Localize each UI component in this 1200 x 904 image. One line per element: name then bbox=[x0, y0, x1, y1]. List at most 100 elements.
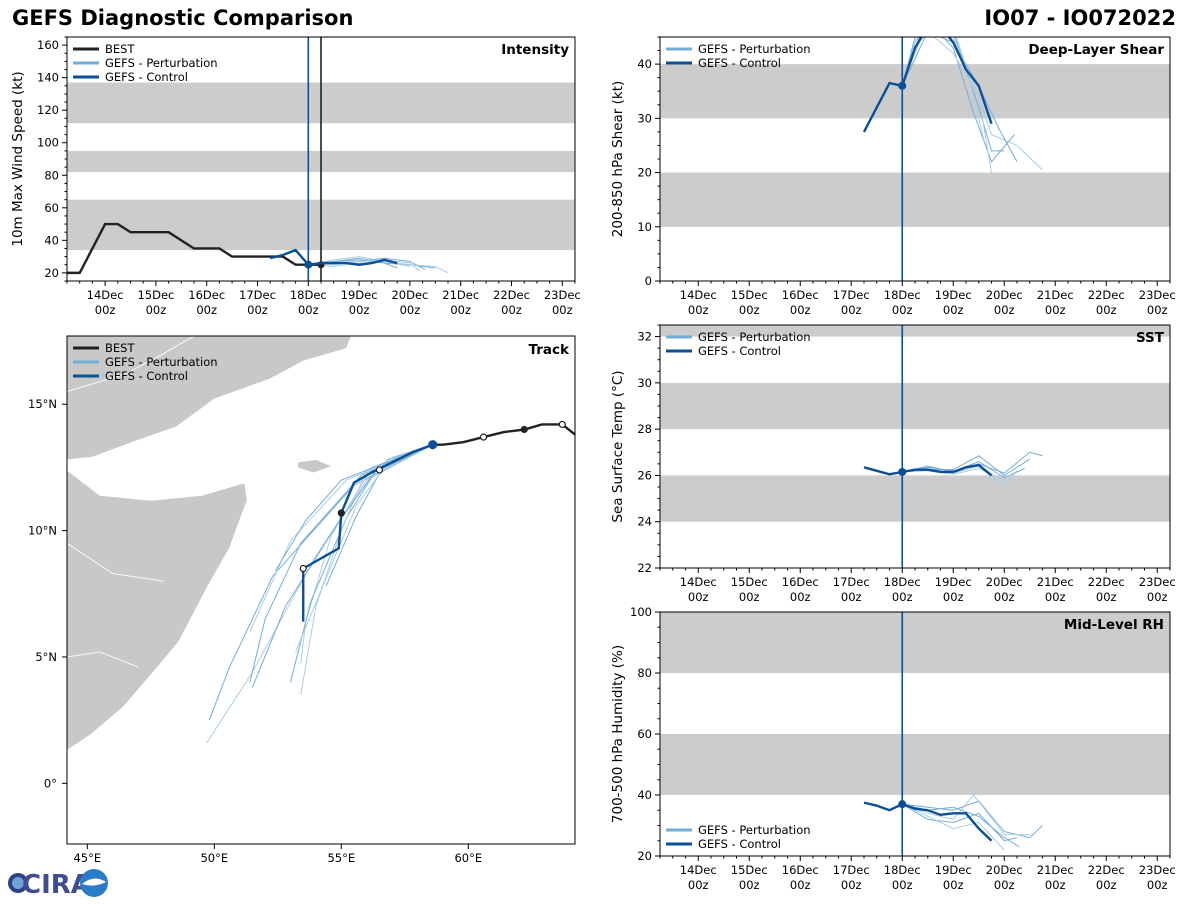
intensity-y-tick-label-3: 80 bbox=[44, 168, 59, 182]
track-x-tick-label-0: 45°E bbox=[73, 851, 101, 865]
track-panel-title: Track bbox=[529, 342, 570, 358]
sst-x-tick-label-2-0: 16Dec bbox=[782, 575, 819, 589]
sst-y-axis-label: Sea Surface Temp (°C) bbox=[610, 370, 626, 522]
shear-x-tick-label-8-1: 00z bbox=[1096, 303, 1117, 317]
sst-plot-area bbox=[660, 325, 1170, 568]
track-perturbation-line-9 bbox=[295, 444, 433, 653]
shear-y-axis-label: 200-850 hPa Shear (kt) bbox=[610, 81, 626, 238]
sst-y-tick-label-3: 28 bbox=[637, 422, 652, 436]
rh-y-axis-label: 700-500 hPa Humidity (%) bbox=[610, 645, 626, 823]
sst-x-tick-label-2-1: 00z bbox=[790, 590, 811, 604]
shear-x-tick-label-7-1: 00z bbox=[1045, 303, 1066, 317]
sst-x-tick-label-6-1: 00z bbox=[994, 590, 1015, 604]
rh-x-tick-label-3-1: 00z bbox=[841, 878, 862, 892]
sst-y-tick-label-4: 30 bbox=[637, 376, 652, 390]
track-best-line bbox=[432, 423, 575, 446]
intensity-control-marker bbox=[304, 260, 313, 269]
sst-control-marker bbox=[898, 467, 907, 476]
shear-x-tick-label-8-0: 22Dec bbox=[1088, 288, 1125, 302]
intensity-panel-title: Intensity bbox=[501, 42, 569, 58]
track-perturbation-line-7 bbox=[249, 444, 433, 632]
rh-x-tick-label-5-1: 00z bbox=[943, 878, 964, 892]
track-land-somalia bbox=[67, 469, 248, 844]
rh-x-tick-label-2-0: 16Dec bbox=[782, 863, 819, 877]
shear-x-tick-label-1-1: 00z bbox=[739, 303, 760, 317]
track-perturbation-line-1 bbox=[206, 444, 433, 744]
rh-x-tick-label-6-1: 00z bbox=[994, 878, 1015, 892]
rh-x-tick-label-8-0: 22Dec bbox=[1088, 863, 1125, 877]
rh-x-tick-label-1-1: 00z bbox=[739, 878, 760, 892]
shear-y-tick-label-4: 40 bbox=[637, 57, 652, 71]
intensity-y-tick-label-2: 60 bbox=[44, 201, 59, 215]
shear-y-tick-label-1: 10 bbox=[637, 220, 652, 234]
track-control-marker-0 bbox=[428, 440, 438, 450]
sst-perturbation-line-2 bbox=[902, 455, 1031, 477]
legend-label-perturbation: GEFS - Perturbation bbox=[698, 823, 811, 837]
intensity-chart: 14Dec00z15Dec00z16Dec00z17Dec00z18Dec00z… bbox=[10, 36, 581, 317]
track-plot-area bbox=[67, 336, 575, 844]
intensity-y-tick-label-7: 160 bbox=[37, 38, 59, 52]
shear-y-tick-label-0: 0 bbox=[645, 274, 652, 288]
shear-plot-area bbox=[660, 37, 1170, 281]
cira-logo: CIRA bbox=[4, 866, 114, 900]
legend-label-perturbation: GEFS - Perturbation bbox=[698, 330, 811, 344]
intensity-x-tick-label-1-1: 00z bbox=[146, 303, 167, 317]
track-x-tick-label-1: 50°E bbox=[200, 851, 228, 865]
shear-x-tick-label-1-0: 15Dec bbox=[731, 288, 768, 302]
intensity-x-tick-label-8-0: 22Dec bbox=[493, 288, 530, 302]
track-control-marker-2 bbox=[337, 509, 345, 517]
shear-control-marker bbox=[898, 81, 907, 90]
rh-panel-title: Mid-Level RH bbox=[1064, 617, 1164, 633]
track-y-tick-label-3: 15°N bbox=[28, 397, 57, 411]
rh-perturbation-line-2 bbox=[901, 803, 1018, 842]
rh-perturbation-line-1 bbox=[902, 794, 1030, 836]
intensity-x-tick-label-9-1: 00z bbox=[552, 303, 573, 317]
sst-x-tick-label-6-0: 20Dec bbox=[986, 575, 1023, 589]
intensity-control-line bbox=[269, 248, 398, 267]
rh-y-tick-label-2: 60 bbox=[637, 727, 652, 741]
sst-x-tick-label-8-1: 00z bbox=[1096, 590, 1117, 604]
sst-band-2 bbox=[660, 325, 1170, 337]
track-perturbation-line-10 bbox=[274, 444, 433, 572]
intensity-x-tick-label-6-1: 00z bbox=[400, 303, 421, 317]
rh-x-tick-label-2-1: 00z bbox=[790, 878, 811, 892]
legend-label-control: GEFS - Control bbox=[698, 56, 781, 70]
intensity-x-tick-label-5-0: 19Dec bbox=[341, 288, 378, 302]
shear-band-0 bbox=[660, 172, 1170, 227]
rh-control-line bbox=[863, 801, 993, 842]
rh-x-tick-label-1-0: 15Dec bbox=[731, 863, 768, 877]
intensity-perturbation-line-5 bbox=[308, 259, 421, 272]
rh-y-tick-label-1: 40 bbox=[637, 788, 652, 802]
sst-y-tick-label-0: 22 bbox=[637, 561, 652, 575]
shear-x-tick-label-9-1: 00z bbox=[1147, 303, 1168, 317]
shear-panel-title: Deep-Layer Shear bbox=[1028, 42, 1164, 58]
sst-y-tick-label-1: 24 bbox=[637, 515, 652, 529]
track-y-tick-label-1: 5°N bbox=[35, 650, 57, 664]
track-best-marker-0 bbox=[558, 420, 566, 429]
shear-perturbation-line-5 bbox=[901, 37, 985, 141]
sst-x-tick-label-8-0: 22Dec bbox=[1088, 575, 1125, 589]
track-control-line bbox=[302, 443, 434, 622]
intensity-y-tick-label-0: 20 bbox=[44, 266, 59, 280]
sst-frame bbox=[659, 324, 1171, 569]
shear-x-tick-label-6-0: 20Dec bbox=[986, 288, 1023, 302]
sst-control-line bbox=[863, 463, 993, 477]
legend-label-best: BEST bbox=[105, 341, 135, 355]
legend-label-control: GEFS - Control bbox=[698, 837, 781, 851]
rh-x-tick-label-4-1: 00z bbox=[892, 878, 913, 892]
sst-band-0 bbox=[660, 475, 1170, 522]
track-frame bbox=[66, 335, 576, 845]
intensity-x-tick-label-0-0: 14Dec bbox=[87, 288, 124, 302]
intensity-x-tick-label-1-0: 15Dec bbox=[137, 288, 174, 302]
track-border-line bbox=[67, 542, 164, 582]
rh-x-tick-label-9-0: 23Dec bbox=[1139, 863, 1176, 877]
intensity-x-tick-label-3-0: 17Dec bbox=[239, 288, 276, 302]
sst-y-tick-label-5: 32 bbox=[637, 330, 652, 344]
sst-x-tick-label-3-0: 17Dec bbox=[833, 575, 870, 589]
sst-x-tick-label-0-0: 14Dec bbox=[680, 575, 717, 589]
rh-y-tick-label-4: 100 bbox=[630, 606, 652, 619]
rh-x-tick-label-6-0: 20Dec bbox=[986, 863, 1023, 877]
shear-x-tick-label-5-0: 19Dec bbox=[935, 288, 972, 302]
intensity-x-tick-label-7-0: 21Dec bbox=[442, 288, 479, 302]
cira-logo-text: CIRA bbox=[22, 870, 91, 900]
